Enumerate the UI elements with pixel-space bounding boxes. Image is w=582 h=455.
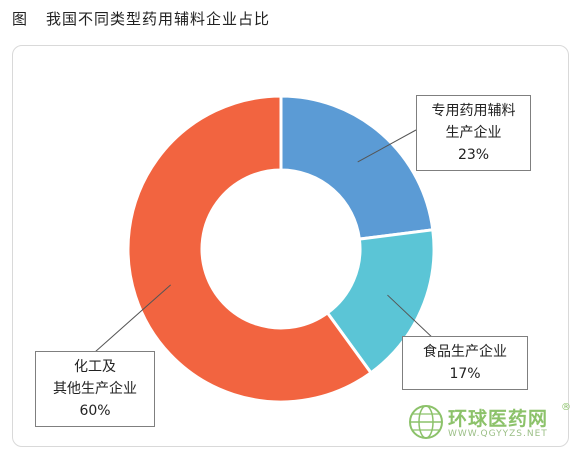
leader-line <box>387 294 436 341</box>
registered-mark: ® <box>561 402 571 413</box>
watermark-url: WWW.QGYYZS.NET <box>448 429 548 439</box>
callout-percent: 60% <box>79 403 111 419</box>
chart-title: 图我国不同类型药用辅料企业占比 <box>12 8 270 29</box>
leader-line <box>357 129 417 163</box>
callout-chemical-other: 化工及 其他生产企业 60% <box>35 351 155 427</box>
callout-line: 其他生产企业 <box>53 381 137 397</box>
watermark: 环球医药网 ® WWW.QGYYZS.NET <box>408 402 578 448</box>
slice-chemical-other <box>126 94 374 404</box>
watermark-name: 环球医药网 <box>448 408 549 430</box>
figure-label: 图 <box>12 10 29 28</box>
callout-line: 食品生产企业 <box>423 344 507 360</box>
callout-percent: 23% <box>457 147 490 163</box>
figure-title: 我国不同类型药用辅料企业占比 <box>46 10 271 28</box>
slice-dedicated-excipient <box>279 94 435 241</box>
callout-line: 生产企业 <box>445 125 502 141</box>
callout-line: 专用药用辅料 <box>431 103 516 119</box>
callout-dedicated-excipient: 专用药用辅料 生产企业 23% <box>416 95 531 171</box>
globe-logo-icon <box>409 405 443 439</box>
callout-percent: 17% <box>449 366 481 382</box>
callout-line: 化工及 <box>74 359 116 375</box>
callout-food-producer: 食品生产企业 17% <box>402 336 528 390</box>
leader-line <box>94 284 172 353</box>
